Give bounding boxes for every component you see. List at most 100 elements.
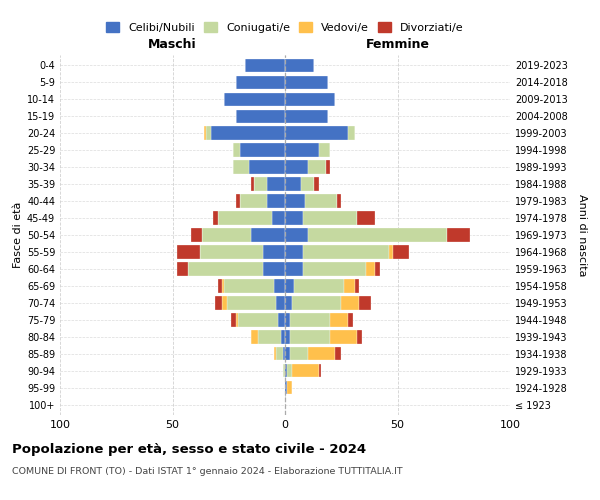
Bar [285,262,303,276]
Bar [267,194,285,207]
Bar [290,330,330,344]
Bar [283,364,285,378]
Bar [303,262,366,276]
Bar [285,381,287,394]
Bar [213,212,218,224]
Text: Popolazione per età, sesso e stato civile - 2024: Popolazione per età, sesso e stato civil… [12,442,366,456]
Bar [393,246,409,258]
Bar [447,228,470,241]
Bar [294,280,343,292]
Bar [235,110,285,123]
Bar [355,280,359,292]
Bar [330,330,357,344]
Bar [285,246,303,258]
Bar [177,262,188,276]
Bar [285,296,292,310]
Bar [227,296,276,310]
Bar [287,364,292,378]
Bar [215,296,222,310]
Bar [285,364,287,378]
Bar [285,160,308,173]
Bar [231,314,235,326]
Bar [303,246,389,258]
Bar [285,58,314,72]
Bar [285,314,290,326]
Bar [177,246,199,258]
Bar [211,126,285,140]
Bar [348,126,355,140]
Bar [305,194,337,207]
Bar [222,296,227,310]
Bar [285,144,319,156]
Bar [204,126,206,140]
Bar [290,347,308,360]
Bar [290,314,330,326]
Bar [188,262,263,276]
Y-axis label: Anni di nascita: Anni di nascita [577,194,587,276]
Bar [235,314,238,326]
Bar [235,194,240,207]
Bar [251,228,285,241]
Bar [276,347,283,360]
Bar [274,280,285,292]
Bar [285,110,328,123]
Text: Maschi: Maschi [148,38,197,51]
Bar [267,178,285,190]
Bar [285,228,308,241]
Bar [337,194,341,207]
Bar [285,194,305,207]
Bar [281,330,285,344]
Text: COMUNE DI FRONT (TO) - Dati ISTAT 1° gennaio 2024 - Elaborazione TUTTITALIA.IT: COMUNE DI FRONT (TO) - Dati ISTAT 1° gen… [12,468,403,476]
Bar [202,228,251,241]
Bar [191,228,202,241]
Bar [319,144,330,156]
Bar [303,212,357,224]
Bar [359,296,371,310]
Bar [308,228,447,241]
Bar [238,314,278,326]
Bar [366,262,375,276]
Bar [285,212,303,224]
Bar [285,92,335,106]
Bar [375,262,380,276]
Bar [348,314,353,326]
Bar [251,330,258,344]
Bar [222,280,224,292]
Y-axis label: Fasce di età: Fasce di età [13,202,23,268]
Bar [292,364,319,378]
Bar [283,347,285,360]
Bar [224,92,285,106]
Bar [287,381,292,394]
Bar [278,314,285,326]
Bar [274,347,276,360]
Bar [285,330,290,344]
Bar [249,160,285,173]
Bar [308,160,325,173]
Bar [258,330,281,344]
Bar [218,280,222,292]
Bar [285,280,294,292]
Bar [276,296,285,310]
Bar [314,178,319,190]
Bar [285,126,348,140]
Bar [330,314,348,326]
Bar [308,347,335,360]
Bar [224,280,274,292]
Bar [357,330,361,344]
Bar [325,160,330,173]
Bar [199,246,263,258]
Bar [251,178,254,190]
Bar [389,246,393,258]
Bar [285,76,328,89]
Bar [235,76,285,89]
Bar [263,246,285,258]
Bar [285,347,290,360]
Bar [240,194,267,207]
Legend: Celibi/Nubili, Coniugati/e, Vedovi/e, Divorziati/e: Celibi/Nubili, Coniugati/e, Vedovi/e, Di… [103,19,467,36]
Bar [254,178,267,190]
Bar [271,212,285,224]
Bar [343,280,355,292]
Bar [233,144,240,156]
Bar [263,262,285,276]
Bar [206,126,211,140]
